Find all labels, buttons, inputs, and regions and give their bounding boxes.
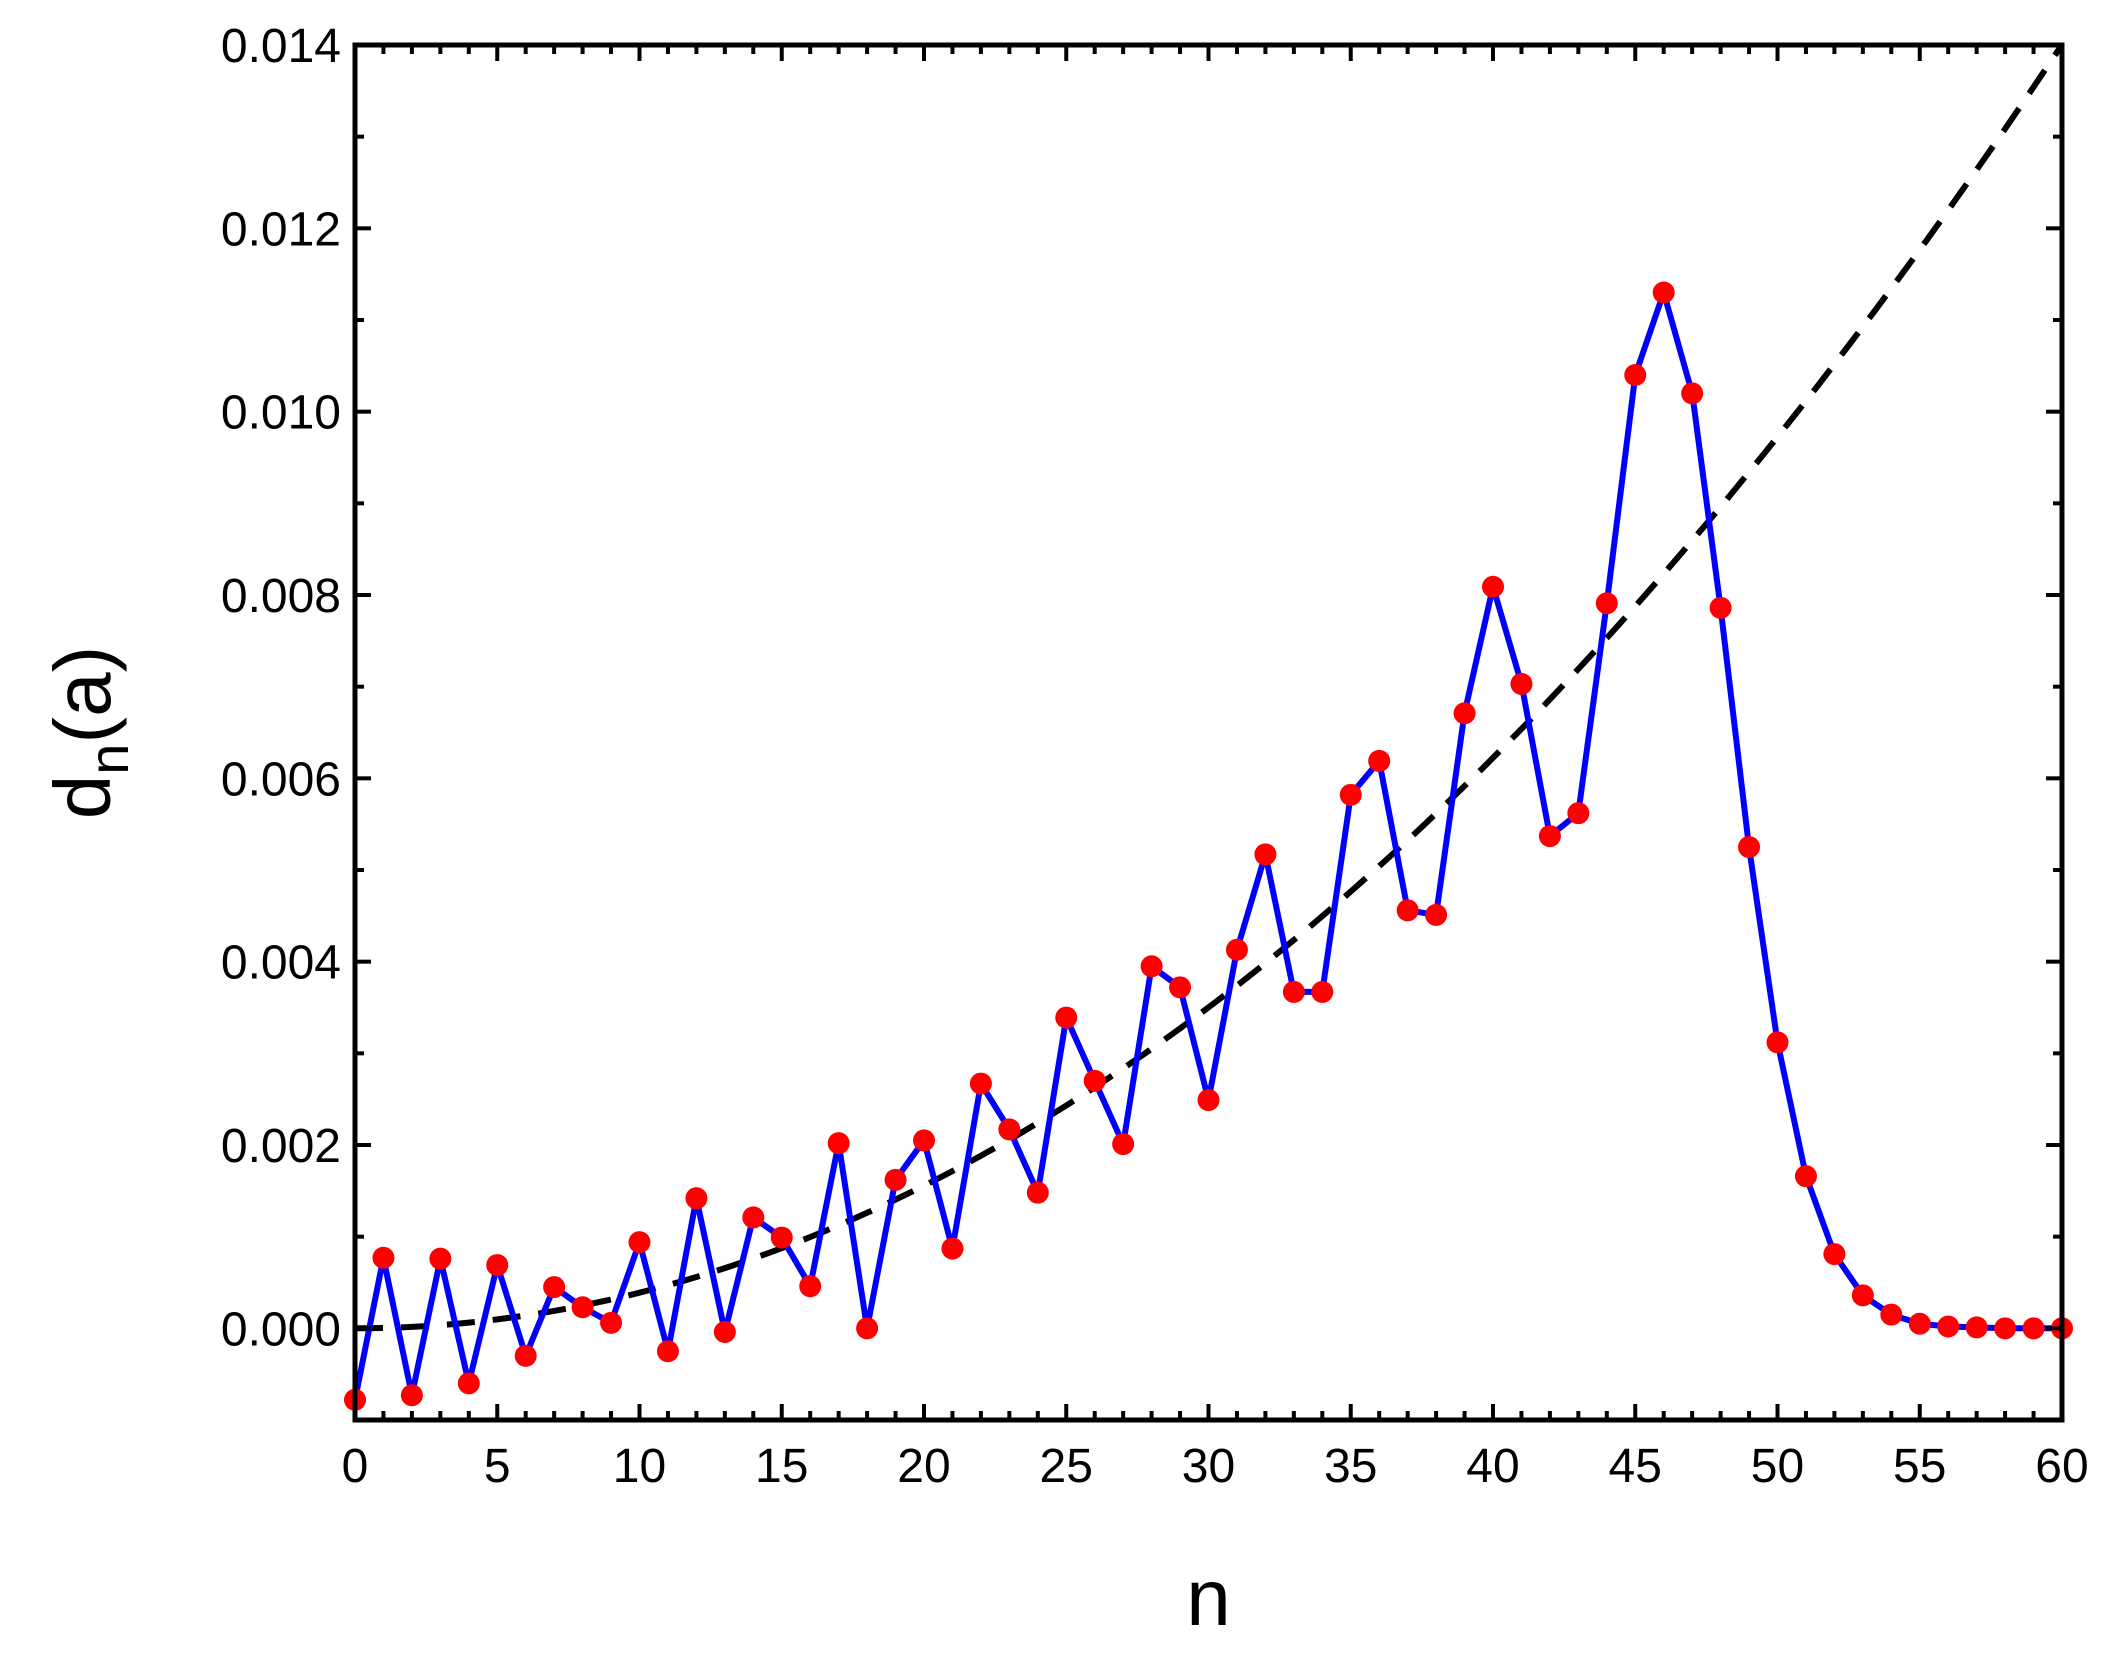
data-point [1880, 1303, 1903, 1326]
x-tick-label: 10 [613, 1440, 666, 1493]
data-point [1624, 364, 1647, 386]
data-point [429, 1247, 452, 1270]
data-point [600, 1311, 623, 1334]
data-point [799, 1275, 822, 1298]
data-point [1567, 802, 1590, 825]
y-axis-label-subscript: n [77, 744, 140, 775]
data-point [1083, 1069, 1106, 1092]
x-tick-label: 15 [755, 1440, 808, 1493]
data-point [1396, 899, 1419, 922]
y-tick-label: 0.012 [221, 203, 341, 256]
data-point [1908, 1312, 1931, 1335]
y-tick-label: 0.008 [221, 570, 341, 623]
data-point [1197, 1089, 1220, 1112]
data-point [1738, 836, 1761, 859]
x-tick-label: 40 [1466, 1440, 1519, 1493]
data-point [1026, 1181, 1049, 1204]
plot-frame [352, 42, 2065, 1423]
data-point [1851, 1284, 1874, 1307]
data-point [1169, 976, 1192, 999]
x-tick-label: 5 [484, 1440, 511, 1493]
x-tick-label: 60 [2035, 1440, 2088, 1493]
y-axis-label-suffix: (a) [38, 646, 127, 744]
y-tick-label: 0.004 [221, 937, 341, 990]
data-point [457, 1372, 480, 1395]
x-tick-label: 55 [1893, 1440, 1946, 1493]
x-tick-label: 30 [1182, 1440, 1235, 1493]
tick-labels: 0 5 10 15 20 25 30 35 40 45 50 55 60 0.000 0.002 0.004 0… [221, 20, 2089, 1493]
x-tick-label: 20 [897, 1440, 950, 1493]
data-point [656, 1340, 679, 1363]
fit-curve [354, 42, 2065, 1332]
data-point [1368, 749, 1391, 772]
data-point [998, 1118, 1021, 1141]
x-tick-label: 0 [342, 1440, 369, 1493]
data-point [514, 1344, 537, 1367]
data-point [969, 1072, 992, 1095]
data-point [543, 1276, 566, 1299]
data-point [1538, 825, 1561, 848]
data-point [486, 1254, 509, 1277]
data-point [1112, 1133, 1135, 1156]
data-point [770, 1226, 793, 1249]
data-point [1709, 596, 1732, 619]
data-point [628, 1231, 651, 1254]
x-tick-label: 35 [1324, 1440, 1377, 1493]
data-point [856, 1317, 879, 1340]
y-axis-label: dn(a) [38, 646, 140, 819]
data-point [1282, 980, 1305, 1003]
data-point [1652, 281, 1675, 304]
data-point [1339, 783, 1362, 806]
y-tick-label: 0.000 [221, 1303, 341, 1356]
data-point [1225, 938, 1248, 961]
data-point [571, 1296, 594, 1319]
data-point [685, 1187, 708, 1210]
y-tick-label: 0.014 [221, 20, 341, 73]
data-point [1794, 1165, 1817, 1188]
data-point [742, 1206, 765, 1229]
y-tick-label: 0.002 [221, 1120, 341, 1173]
data-point [1823, 1243, 1846, 1266]
data-point [941, 1237, 964, 1260]
x-tick-label: 25 [1040, 1440, 1093, 1493]
data-point [372, 1246, 395, 1269]
x-tick-label: 45 [1609, 1440, 1662, 1493]
data-point [1254, 843, 1277, 866]
data-point [1766, 1031, 1789, 1054]
series-line [352, 289, 2062, 1401]
data-series-layer [344, 281, 2073, 1411]
fit-curve-layer [354, 42, 2065, 1332]
data-point [1453, 702, 1476, 725]
data-point [1994, 1317, 2017, 1340]
data-point [1311, 980, 1334, 1003]
data-point [913, 1129, 935, 1152]
x-axis-label: n [1186, 1553, 1231, 1642]
data-point [884, 1168, 907, 1191]
x-tick-label: 50 [1751, 1440, 1804, 1493]
data-point [1140, 955, 1163, 978]
data-point [713, 1321, 736, 1343]
y-tick-label: 0.006 [221, 753, 341, 806]
data-point [1681, 382, 1704, 405]
data-point [400, 1384, 423, 1407]
data-point [1055, 1006, 1078, 1029]
data-point [1425, 903, 1448, 926]
data-point [2022, 1317, 2045, 1340]
axis-ticks [353, 43, 2064, 1422]
data-point [1595, 592, 1618, 615]
y-tick-label: 0.010 [221, 387, 341, 440]
data-point [1937, 1315, 1960, 1338]
y-axis-label-main: d [38, 775, 127, 820]
data-point [827, 1132, 850, 1155]
data-point [1965, 1316, 1988, 1339]
data-point [1510, 672, 1533, 695]
data-point [1482, 575, 1504, 598]
